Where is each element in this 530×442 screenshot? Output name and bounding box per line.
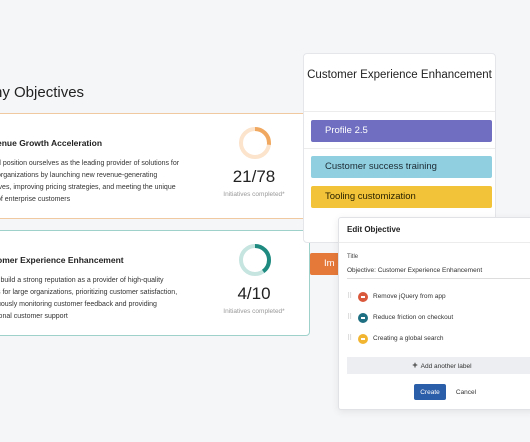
- initiative-pill[interactable]: Profile 2.5: [311, 120, 492, 142]
- drag-handle-icon[interactable]: ⠿: [347, 293, 353, 300]
- label-color-dot-icon: [358, 292, 368, 302]
- objective-card[interactable]: enue Growth Acceleration d position ours…: [0, 113, 310, 219]
- dialog-title: Edit Objective: [347, 225, 401, 234]
- initiative-pill[interactable]: Tooling customization: [311, 186, 492, 208]
- divider: [304, 148, 495, 149]
- cancel-button[interactable]: Cancel: [451, 384, 481, 400]
- description-line: of enterprise customers: [0, 196, 71, 203]
- drag-handle-icon[interactable]: ⠿: [347, 314, 353, 321]
- objective-card[interactable]: omer Experience Enhancement l build a st…: [0, 230, 310, 336]
- initiative-pill-partial[interactable]: Im: [310, 253, 338, 275]
- add-label-button[interactable]: + Add another label: [347, 357, 530, 374]
- progress-ring-fill: [239, 127, 271, 159]
- objective-description: d position ourselves as the leading prov…: [0, 158, 197, 206]
- initiatives-caption: Initiatives completed*: [223, 308, 285, 315]
- initiatives-count: 21/78: [232, 167, 276, 186]
- description-line: ives, improving pricing strategies, and …: [0, 184, 176, 191]
- label-text: Reduce friction on checkout: [373, 314, 454, 321]
- create-button[interactable]: Create: [414, 384, 446, 400]
- initiative-pill[interactable]: Customer success training: [311, 156, 492, 178]
- dialog-header: Edit Objective: [339, 218, 530, 243]
- drag-handle-icon[interactable]: ⠿: [347, 335, 353, 342]
- label-text: Remove jQuery from app: [373, 293, 446, 300]
- divider: [304, 111, 495, 112]
- page-title: ny Objectives: [0, 84, 85, 101]
- label-text: Creating a global search: [373, 335, 444, 342]
- initiatives-caption: Initiatives completed*: [223, 191, 285, 198]
- panel-title: Customer Experience Enhancement: [307, 69, 492, 81]
- description-line: uously monitoring customer feedback and …: [0, 301, 157, 308]
- description-line: l build a strong reputation as a provide…: [0, 277, 164, 284]
- description-line: ional customer support: [0, 313, 68, 320]
- description-line: d position ourselves as the leading prov…: [0, 160, 180, 167]
- progress-ring: [239, 244, 271, 276]
- title-field-label: Title: [347, 254, 359, 260]
- objective-description: l build a strong reputation as a provide…: [0, 275, 197, 323]
- progress-ring-fill: [239, 244, 271, 276]
- edit-objective-dialog: Edit Objective Title ⠿ Remove jQuery fro…: [338, 217, 530, 410]
- objective-title: omer Experience Enhancement: [0, 255, 124, 265]
- objective-detail-panel: Customer Experience Enhancement Profile …: [303, 53, 496, 243]
- plus-icon: +: [412, 360, 418, 370]
- title-input[interactable]: [347, 264, 530, 279]
- label-color-dot-icon: [358, 313, 368, 323]
- description-line: organizations by launching new revenue-g…: [0, 172, 158, 179]
- initiatives-count: 4/10: [237, 284, 271, 303]
- description-line: s for large organizations, prioritizing …: [0, 289, 178, 296]
- progress-ring: [239, 127, 271, 159]
- add-label-text: Add another label: [420, 363, 472, 370]
- label-color-dot-icon: [358, 334, 368, 344]
- objective-title: enue Growth Acceleration: [0, 138, 103, 148]
